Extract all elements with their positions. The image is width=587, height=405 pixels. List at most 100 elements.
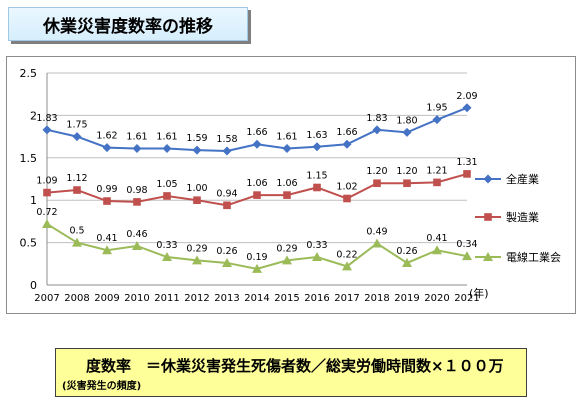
data-point — [193, 196, 201, 204]
y-tick-label: 2 — [30, 109, 37, 122]
data-label: 0.41 — [96, 233, 117, 244]
data-label: 0.33 — [306, 240, 327, 251]
data-label: 0.41 — [426, 233, 447, 244]
data-label: 1.61 — [276, 131, 297, 142]
data-point — [462, 251, 472, 261]
y-tick-label: 0.5 — [20, 237, 38, 250]
data-point — [73, 186, 81, 194]
data-point — [163, 192, 171, 200]
data-point — [462, 103, 472, 113]
y-tick-label: 1.5 — [20, 152, 38, 165]
data-point — [282, 143, 292, 153]
chart-frame: 0 0.5 1 1.5 2 2.5 2007 2008 2009 2010 2011 2012 2013… — [6, 56, 576, 314]
data-label: 0.33 — [156, 240, 177, 251]
data-point — [432, 115, 442, 125]
data-point — [312, 142, 322, 152]
data-label: 1.66 — [246, 127, 267, 138]
data-label: 0.29 — [276, 243, 297, 254]
x-tick-label: 2019 — [394, 293, 419, 304]
legend-label: 電線工業会 — [506, 250, 561, 264]
data-label: 1.63 — [306, 130, 327, 141]
data-label: 0.98 — [126, 185, 147, 196]
x-tick-label: 2020 — [424, 293, 449, 304]
legend-marker — [484, 213, 492, 221]
y-tick-label: 1 — [30, 194, 37, 207]
data-point — [223, 201, 231, 210]
data-point — [132, 143, 142, 153]
data-label: 1.83 — [366, 113, 387, 124]
data-label: 0.46 — [126, 229, 147, 240]
data-label: 1.31 — [456, 157, 477, 168]
data-point — [402, 257, 412, 267]
data-point — [313, 183, 321, 192]
data-point — [162, 252, 172, 262]
data-label: 1.61 — [156, 131, 177, 142]
data-label: 0.49 — [366, 226, 387, 237]
data-point — [372, 238, 382, 248]
data-label: 1.20 — [396, 166, 417, 177]
data-label: 0.19 — [246, 252, 267, 263]
legend-marker — [483, 174, 493, 184]
data-point — [433, 178, 441, 187]
data-label: 0.34 — [456, 239, 477, 250]
y-tick-label: 0 — [30, 279, 37, 292]
data-label: 1.06 — [276, 178, 297, 189]
data-point — [373, 179, 381, 188]
data-label: 1.75 — [66, 120, 87, 131]
data-label: 1.61 — [126, 131, 147, 142]
data-point — [403, 179, 411, 188]
data-label: 1.95 — [426, 103, 447, 114]
data-label: 1.00 — [186, 183, 207, 194]
data-label: 1.80 — [396, 115, 417, 126]
data-point — [192, 255, 202, 265]
x-tick-label: 2008 — [64, 293, 89, 304]
data-label: 0.5 — [69, 226, 84, 237]
data-point — [133, 198, 141, 206]
x-tick-label: 2010 — [124, 293, 149, 304]
x-tick-label: 2015 — [274, 293, 299, 304]
x-axis-unit: (年) — [469, 286, 489, 300]
data-label: 1.12 — [66, 173, 87, 184]
data-label: 1.06 — [246, 178, 267, 189]
y-tick-label: 2.5 — [20, 67, 38, 80]
data-point — [102, 143, 112, 153]
data-point — [42, 125, 52, 135]
formula-text: 度数率 ＝休業災害発生死傷者数／総実労働時間数×１００万 — [86, 357, 504, 375]
data-label: 0.94 — [216, 188, 237, 199]
data-point — [343, 194, 351, 203]
data-label: 1.05 — [156, 179, 177, 190]
data-point — [463, 170, 471, 178]
legend-marker — [483, 252, 493, 261]
data-label: 1.83 — [36, 113, 57, 124]
x-tick-label: 2013 — [214, 293, 239, 304]
data-point — [342, 261, 352, 271]
data-point — [283, 191, 291, 199]
x-tick-label: 2014 — [244, 293, 269, 304]
data-label: 1.15 — [306, 170, 327, 181]
data-point — [103, 197, 111, 205]
data-label: 0.22 — [336, 249, 357, 260]
x-tick-label: 2017 — [334, 293, 359, 304]
data-point — [102, 245, 112, 255]
x-tick-label: 2012 — [184, 293, 209, 304]
data-point — [372, 125, 382, 135]
data-point — [342, 139, 352, 149]
data-point — [252, 263, 262, 273]
data-point — [432, 245, 442, 255]
data-label: 0.99 — [96, 184, 117, 195]
data-point — [222, 257, 232, 267]
data-point — [162, 143, 172, 153]
data-point — [222, 146, 232, 156]
line-chart: 0 0.5 1 1.5 2 2.5 2007 2008 2009 2010 2011 2012 2013… — [20, 67, 562, 304]
data-label: 1.09 — [36, 176, 57, 187]
data-label: 0.26 — [396, 246, 417, 257]
data-label: 1.58 — [216, 134, 237, 145]
data-point — [253, 191, 261, 199]
data-label: 1.62 — [96, 131, 117, 142]
x-tick-label: 2007 — [34, 293, 59, 304]
data-point — [72, 237, 82, 247]
legend-label: 製造業 — [506, 210, 539, 224]
data-label: 1.02 — [336, 182, 357, 193]
data-point — [402, 127, 412, 137]
data-point — [72, 132, 82, 142]
